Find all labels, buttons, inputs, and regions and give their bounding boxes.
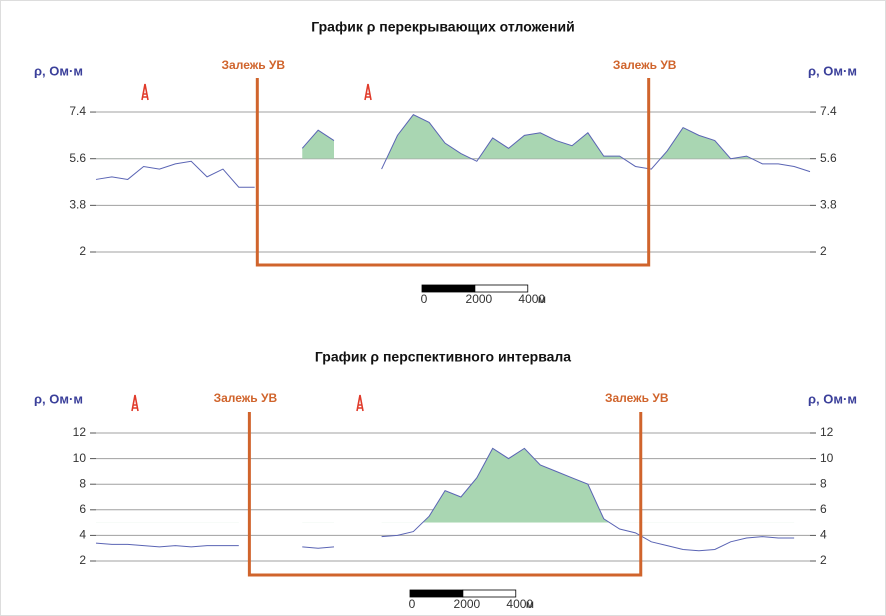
y-tick-label-right: 10 [820,451,834,465]
deposit-outline [255,78,651,267]
well-icon [364,83,372,101]
scale-label: 0 [409,597,416,611]
y-tick-label-right: 2 [820,244,827,258]
y-tick-label-right: 12 [820,425,834,439]
well-icon [356,394,364,412]
scale-segment [462,589,517,598]
scale-segment [474,284,529,293]
y-tick-label: 12 [73,425,87,439]
y-tick-label: 5.6 [69,151,86,165]
y-tick-label-right: 5.6 [820,151,837,165]
area-fill [302,114,752,159]
scale-unit: м [538,292,546,306]
y-tick-label: 6 [79,502,86,516]
well-icon [141,83,149,101]
deposit-outline [247,412,643,577]
y-tick-label: 4 [79,528,86,542]
y-axis-label: ρ, Ом·м [34,391,83,406]
deposit-label: Залежь УВ [222,58,286,72]
deposit-label: Залежь УВ [214,391,278,405]
y-axis-label-right: ρ, Ом·м [808,63,857,78]
scale-label: 4000 [518,292,545,306]
chart-title: График ρ перспективного интервала [315,349,571,365]
y-tick-label-right: 7.4 [820,104,837,118]
scale-unit: м [526,597,534,611]
y-axis-label-right: ρ, Ом·м [808,391,857,406]
data-line [95,447,795,552]
y-tick-label-right: 4 [820,528,827,542]
well-icon [131,394,139,412]
data-line [95,114,811,188]
y-tick-label: 8 [79,476,86,490]
y-tick-label: 2 [79,244,86,258]
y-tick-label-right: 8 [820,476,827,490]
deposit-label: Залежь УВ [605,391,669,405]
y-tick-label: 10 [73,451,87,465]
y-tick-label-right: 6 [820,502,827,516]
y-tick-label: 7.4 [69,104,86,118]
y-tick-label: 3.8 [69,198,86,212]
y-tick-label-right: 3.8 [820,198,837,212]
scale-segment [409,589,464,598]
scale-label: 0 [421,292,428,306]
scale-segment [421,284,476,293]
y-axis-label: ρ, Ом·м [34,63,83,78]
chart-title: График ρ перекрывающих отложений [311,19,575,35]
scale-label: 2000 [454,597,481,611]
y-tick-label: 2 [79,553,86,567]
scale-label: 4000 [506,597,533,611]
y-tick-label-right: 2 [820,553,827,567]
area-fill [422,448,610,523]
scale-label: 2000 [466,292,493,306]
deposit-label: Залежь УВ [613,58,677,72]
